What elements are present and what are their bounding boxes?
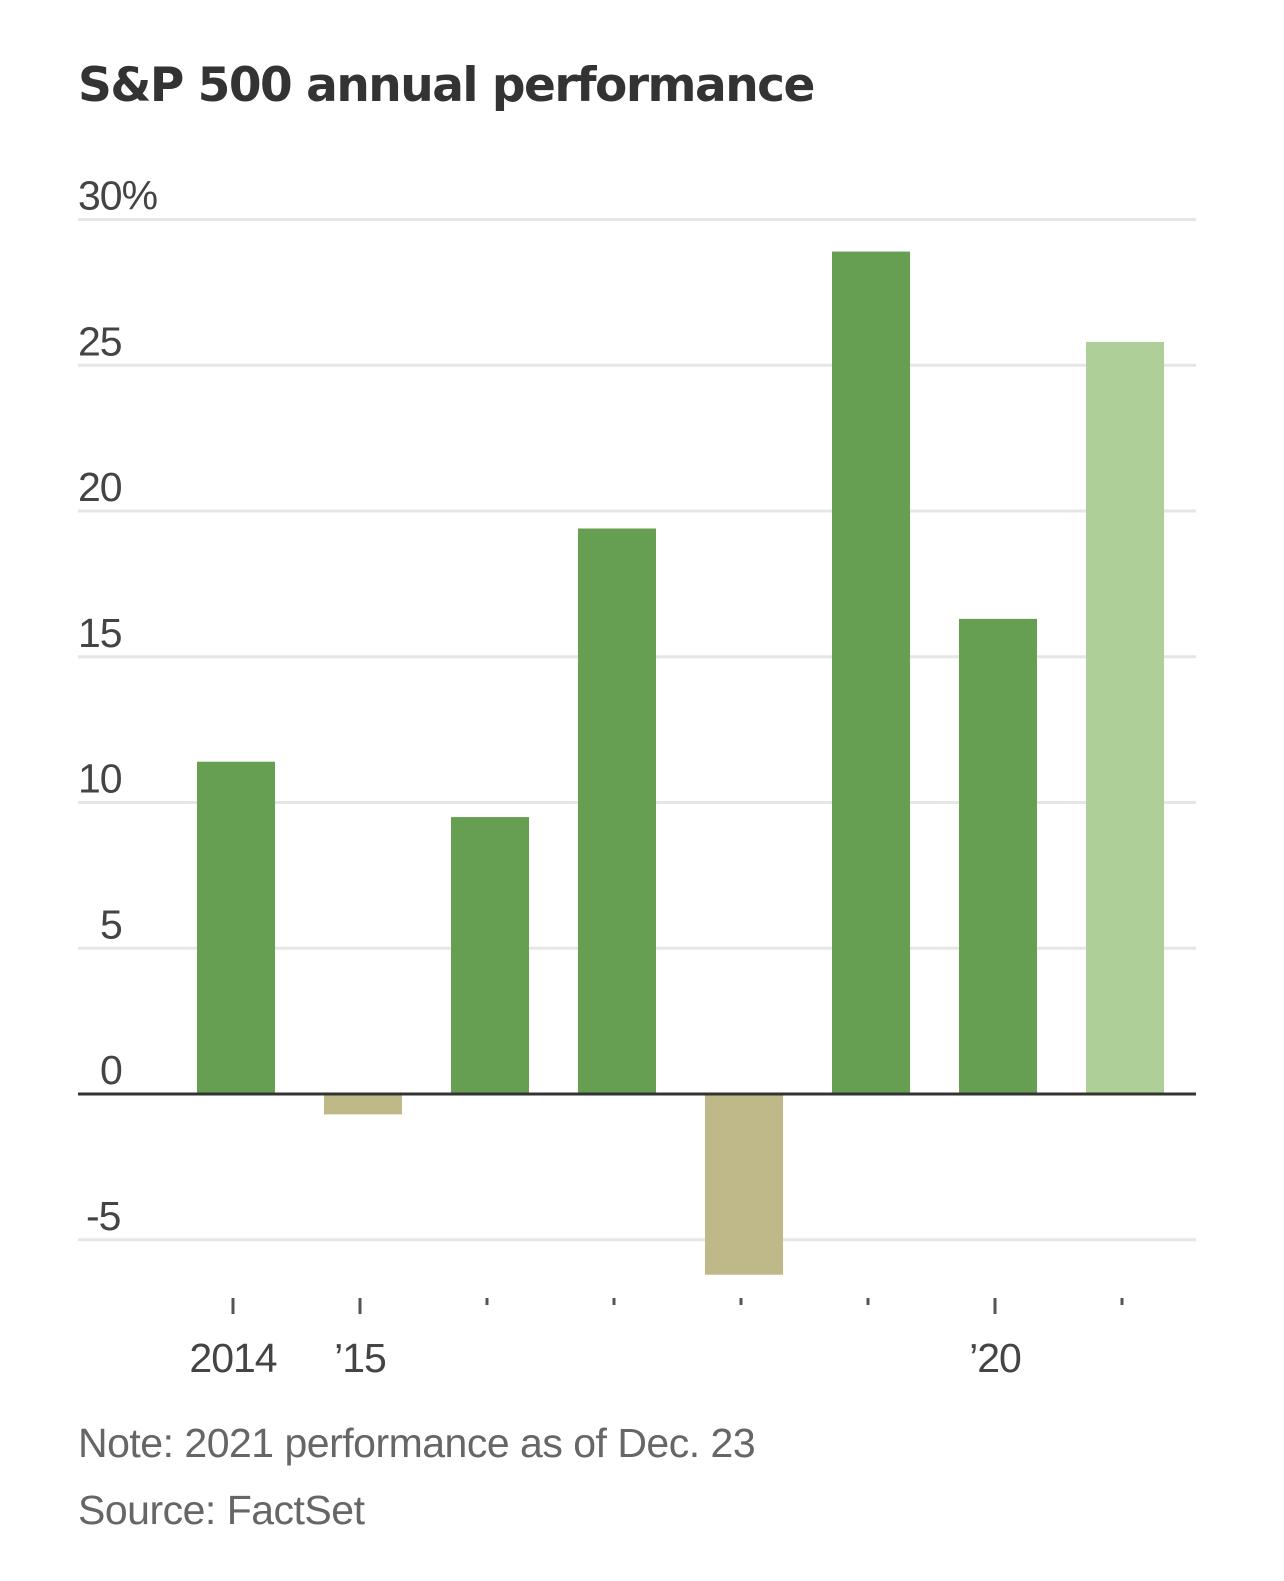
bar-2018: [705, 1094, 783, 1275]
chart-source: Source: FactSet: [78, 1487, 365, 1533]
y-tick-label: 30%: [78, 173, 157, 219]
bar-chart: 30% 25 20 15 10 5 0 -5 2014 ’15 ’20: [78, 173, 1196, 1381]
bar-2015: [324, 1094, 402, 1115]
x-tick-label-2014: 2014: [189, 1335, 276, 1381]
bar-2021: [1086, 341, 1164, 1094]
y-axis-labels: 30% 25 20 15 10 5 0 -5: [78, 173, 158, 1239]
y-tick-label: 5: [100, 901, 122, 947]
y-tick-label: 25: [78, 318, 122, 364]
chart-title: S&P 500 annual performance: [78, 58, 815, 113]
x-axis-ticks: 2014 ’15 ’20: [189, 1298, 1124, 1381]
chart-note: Note: 2021 performance as of Dec. 23: [78, 1420, 756, 1466]
x-tick-label-2020: ’20: [969, 1335, 1021, 1381]
bar-2019: [832, 251, 910, 1094]
x-tick-label-2015: ’15: [334, 1335, 386, 1381]
y-tick-label: 15: [78, 610, 122, 656]
bar-2020: [959, 618, 1037, 1094]
y-tick-label: -5: [86, 1193, 121, 1239]
bars: [197, 251, 1164, 1275]
bar-2016: [451, 817, 529, 1094]
bar-2014: [197, 761, 275, 1094]
bar-2017: [578, 528, 656, 1094]
y-tick-label: 20: [78, 464, 122, 510]
y-tick-label: 0: [100, 1047, 122, 1093]
y-tick-label: 10: [78, 756, 122, 802]
